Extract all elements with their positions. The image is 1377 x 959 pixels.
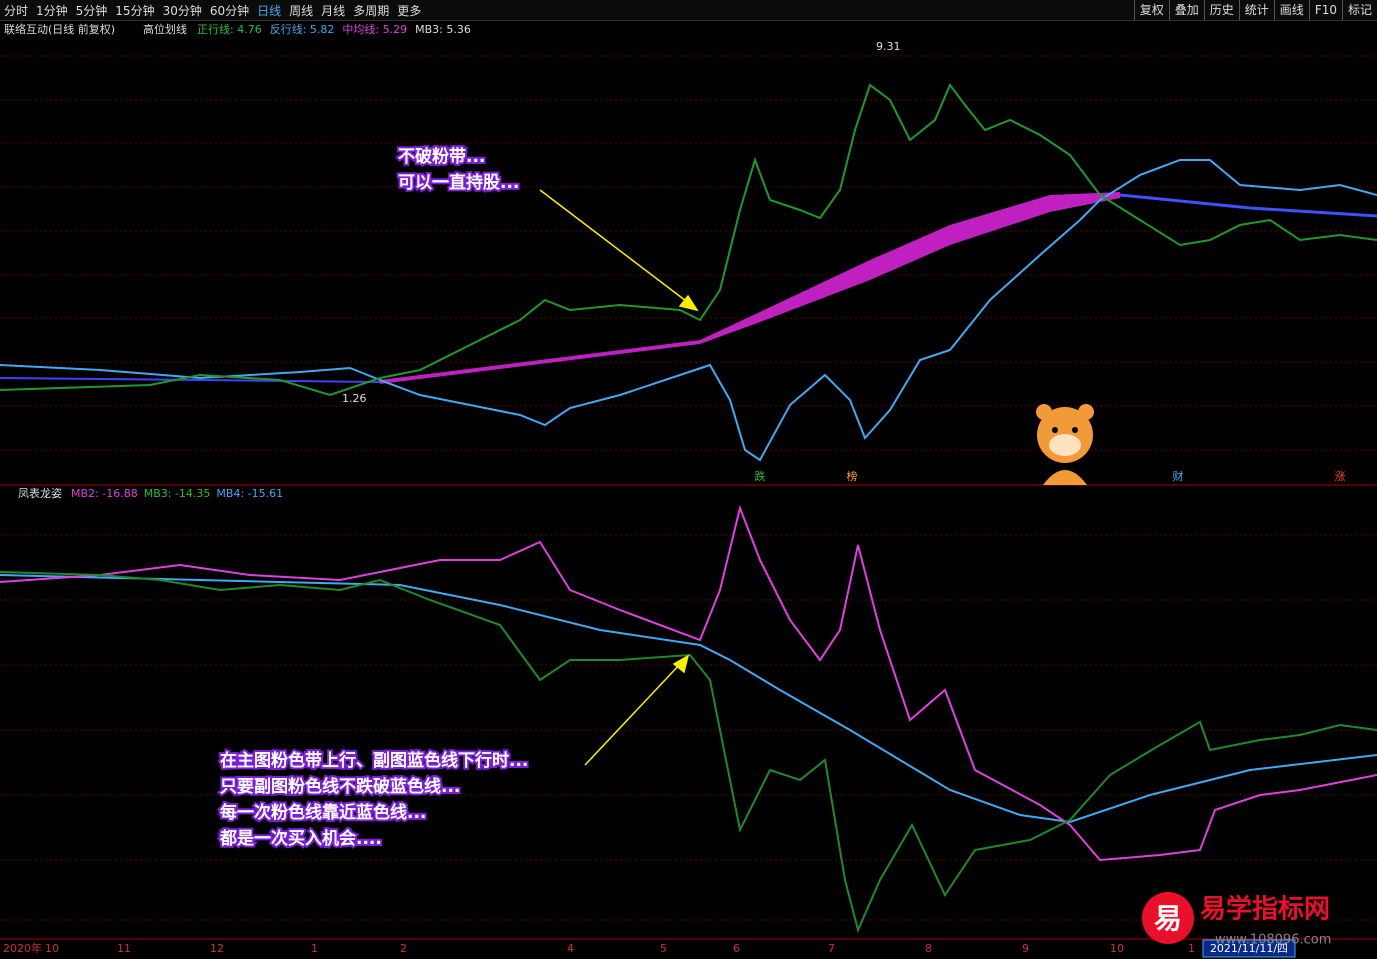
logo-badge — [1142, 892, 1194, 944]
tool-button[interactable]: 叠加 — [1168, 0, 1204, 20]
period-tab[interactable]: 更多 — [397, 3, 422, 18]
low-label: 1.26 — [342, 392, 367, 405]
site-name: 易学指标网 — [1200, 894, 1330, 925]
annotation: 可以一直持股... — [398, 172, 519, 193]
toolbar: 分时 1分钟 5分钟 15分钟 30分钟 60分钟 日线 周线 月线 多周期 更多 复权 叠加 历史 统计画… — [0, 0, 1377, 21]
tool-buttons: 复权 叠加 历史 统计 画线 F10 标记 — [1133, 0, 1377, 20]
tool-button[interactable]: 画线 — [1273, 0, 1309, 20]
event-marker: 财 — [1173, 469, 1184, 483]
annotation: 都是一次买入机会.... — [219, 828, 382, 849]
x-axis-label: 1 — [1188, 942, 1195, 955]
annotation: 在主图粉色带上行、副图蓝色线下行时... — [220, 750, 528, 771]
event-marker: 跌 — [755, 469, 766, 483]
readout: 中均线: 5.29 — [342, 22, 407, 36]
tool-button[interactable]: F10 — [1308, 0, 1342, 20]
x-axis-label: 10 — [1110, 942, 1124, 955]
readout: MB4: -15.61 — [216, 487, 283, 500]
readout: MB3: 5.36 — [415, 23, 471, 36]
readout: MB2: -16.88 — [71, 487, 138, 500]
annotation: 只要副图粉色线不跌破蓝色线... — [220, 776, 460, 797]
x-axis-label: 5 — [660, 942, 667, 955]
x-axis-label: 9 — [1022, 942, 1029, 955]
x-axis-label: 6 — [733, 942, 740, 955]
tool-button[interactable]: 标记 — [1341, 0, 1377, 20]
period-tab[interactable]: 多周期 — [353, 3, 390, 18]
period-tab[interactable]: 30分钟 — [162, 3, 202, 18]
tool-button[interactable]: 复权 — [1133, 0, 1169, 20]
x-axis-label: 4 — [567, 942, 574, 955]
readout: MB3: -14.35 — [144, 487, 211, 500]
stock-name: 联络互动(日线 前复权) — [4, 22, 115, 36]
chart-area: 联络互动(日线 前复权) 高位划线 正行线: 4.76 反行线: 5.82 中均线: 5… — [0, 22, 1377, 958]
period-tab[interactable]: 日线 — [257, 3, 282, 18]
logo-char: 易 — [1154, 902, 1182, 935]
site-url: www.108096.com — [1215, 933, 1331, 948]
x-axis-label: 2 — [400, 942, 407, 955]
cursor-date-box — [1202, 939, 1296, 958]
period-tab[interactable]: 5分钟 — [75, 3, 108, 18]
sub-lines — [0, 504, 1377, 934]
event-marker: 涨 — [1335, 470, 1346, 483]
period-tabs: 分时 1分钟 5分钟 15分钟 30分钟 60分钟 日线 周线 月线 多周期 更多 — [0, 0, 425, 20]
event-marker: 榜 — [847, 469, 858, 483]
readout: 正行线: 4.76 — [197, 22, 262, 36]
high-label: 9.31 — [876, 40, 901, 53]
period-tab[interactable]: 15分钟 — [115, 3, 155, 18]
main-lines — [0, 83, 1377, 462]
period-tab[interactable]: 1分钟 — [36, 3, 68, 18]
x-axis-label: 8 — [925, 942, 932, 955]
period-tab[interactable]: 月线 — [321, 3, 346, 18]
period-tab[interactable]: 60分钟 — [209, 3, 250, 18]
mascot — [1036, 404, 1094, 485]
tool-button[interactable]: 统计 — [1238, 0, 1274, 20]
tool-button[interactable]: 历史 — [1203, 0, 1239, 20]
readout: 反行线: 5.82 — [270, 22, 335, 36]
period-tab[interactable]: 分时 — [4, 3, 29, 18]
indicator-name: 高位划线 — [143, 22, 187, 36]
cursor-date: 2021/11/11/四 — [1210, 942, 1288, 955]
x-axis-label: 11 — [117, 942, 131, 955]
x-axis-label: 7 — [828, 942, 835, 955]
annotation: 每一次粉色线靠近蓝色线... — [220, 802, 426, 823]
indicator-name: 凤表龙姿 — [18, 486, 62, 500]
x-axis-label: 10 — [45, 942, 59, 955]
period-tab[interactable]: 周线 — [289, 3, 314, 18]
arrows — [539, 189, 699, 766]
annotation: 不破粉带... — [398, 146, 485, 167]
x-axis-label: 1 — [311, 942, 318, 955]
x-axis-label: 12 — [210, 942, 224, 955]
x-axis-label: 2020年 — [3, 941, 42, 955]
